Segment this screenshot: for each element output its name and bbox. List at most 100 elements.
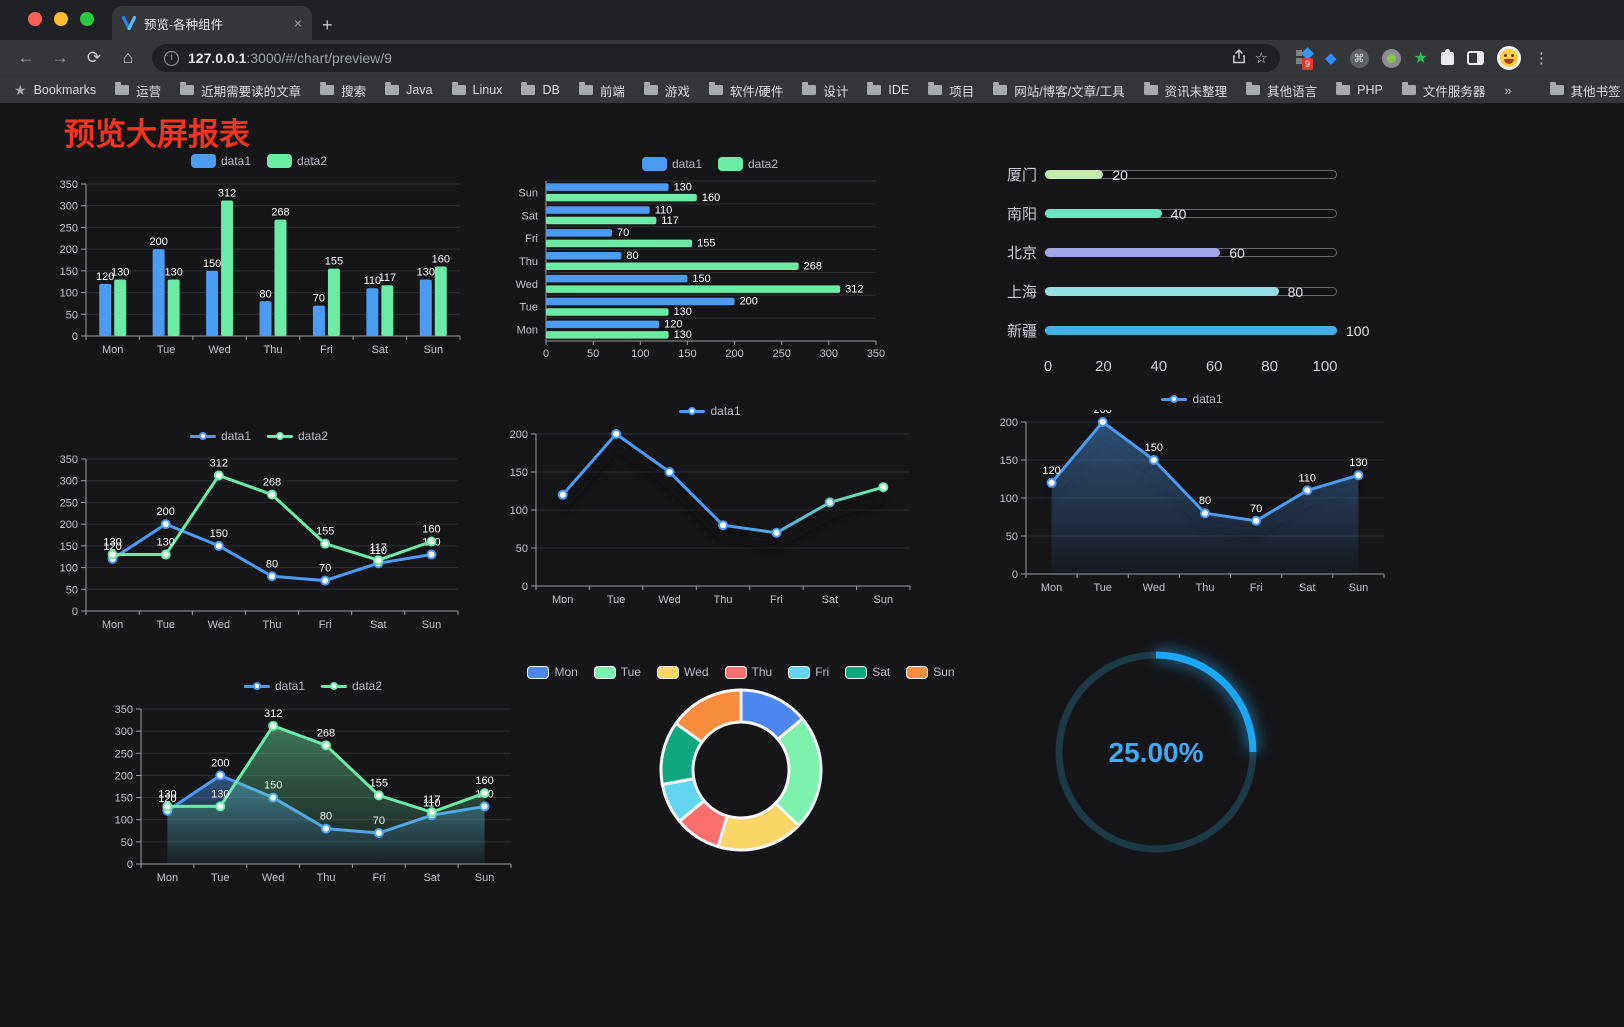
bookmarks-overflow-chevron[interactable]: » [1504,82,1512,98]
bookmark-folder-设计[interactable]: 设计 [802,81,848,100]
legend-item-Thu[interactable]: Thu [724,665,772,679]
legend-item-data2[interactable]: data2 [321,679,382,693]
bookmarks-manager-item[interactable]: ★ Bookmarks [14,82,96,99]
legend-item-data1[interactable]: data1 [641,157,702,171]
progress-row-南阳[interactable]: 南阳 40 [993,194,1398,233]
bookmark-folder-资讯未整理[interactable]: 资讯未整理 [1143,81,1227,100]
close-window-button[interactable] [28,12,42,26]
progress-row-厦门[interactable]: 厦门 20 [993,155,1398,194]
series-data1[interactable]: 120 200 150 80 70 110 130 [96,236,435,336]
chart-donut[interactable]: Mon Tue Wed Thu Fri Sat Sun [527,661,955,889]
bookmark-folder-游戏[interactable]: 游戏 [643,81,690,100]
chart-horizontal-bar[interactable]: data1 data2 0 50 100 150 200 250 300 350 Sun Sat Fri… [498,153,922,365]
series-data2-Thu[interactable]: 268 [546,261,822,273]
bookmark-folder-其他语言[interactable]: 其他语言 [1246,81,1317,100]
fullscreen-window-button[interactable] [80,12,94,26]
reload-button[interactable]: ⟳ [86,48,102,67]
series-data1-Tue[interactable]: 200 [546,296,758,308]
bar-horizontal-canvas[interactable]: 0 50 100 150 200 250 300 350 Sun Sat Fri Thu Wed Tue M… [498,175,922,365]
gem-extension-icon[interactable]: ◆ [1325,50,1337,67]
series-data2-Fri[interactable]: 155 [546,238,716,250]
legend-item-data1[interactable]: data1 [1161,392,1223,406]
chart-city-progress[interactable]: 厦门 20 南阳 40 北京 60 上海 80 新疆 100 0 20 40 60 80 100 [993,155,1398,385]
chart-line-area[interactable]: data1 0 50 100 150 200 Mon Tue Wed Thu Fri Sat Sun 12… [988,388,1396,600]
series-data2-Wed[interactable]: 312 [546,283,864,295]
site-info-icon[interactable]: i [164,50,179,66]
tab-manager-extension-icon[interactable]: 9 [1296,47,1314,70]
share-icon[interactable] [1232,48,1246,68]
series-data1-Thu[interactable]: 80 [546,250,639,262]
progress-row-新疆[interactable]: 新疆 100 [993,311,1398,350]
command-extension-icon[interactable]: ⌘ [1349,48,1369,68]
chart-grouped-bar[interactable]: data1 data2 0 50 100 150 200 250 300 350 Mon Tue Wed… [48,150,470,362]
bookmark-folder-Java[interactable]: Java [385,81,433,100]
chart-line-dual[interactable]: data1 data2 0 50 100 150 200 250 300 350 Mon Tue Wed… [48,425,470,637]
puzzle-extensions-icon[interactable] [1440,48,1454,65]
legend-item-data1[interactable]: data1 [243,679,305,693]
bookmark-folder-搜索[interactable]: 搜索 [320,81,366,100]
series-data2-Sun[interactable]: 160 [546,192,720,204]
series-data1-Sat[interactable]: 110 [546,204,672,216]
bookmark-star-icon[interactable]: ☆ [1254,50,1268,67]
back-button[interactable]: ← [17,48,35,67]
browser-menu-icon[interactable]: ⋮ [1533,50,1549,67]
series-data1[interactable] [1046,417,1364,574]
series-data2[interactable]: 130 130 312 268 155 117 160 [111,188,450,336]
series-data2-Tue[interactable]: 130 [546,306,692,318]
bookmark-folder-运营[interactable]: 运营 [115,81,161,100]
recorder-extension-icon[interactable] [1381,48,1401,68]
progress-row-北京[interactable]: 北京 60 [993,233,1398,272]
bookmark-folder-PHP[interactable]: PHP [1336,81,1383,100]
legend-item-data1[interactable]: data1 [189,429,251,443]
chart-gauge[interactable]: 25.00% [1020,631,1300,873]
legend-item-Sun[interactable]: Sun [906,665,955,679]
legend-item-data1[interactable]: data1 [679,404,741,418]
bar-vertical-canvas[interactable]: 0 50 100 150 200 250 300 350 Mon Tue Wed Thu Fri Sat S… [48,172,470,362]
series-data2-Sat[interactable]: 117 [546,215,679,227]
gauge-canvas[interactable]: 25.00% [1020,631,1300,873]
pie-slice-Sun[interactable] [674,688,743,744]
green-star-extension-icon[interactable]: ★ [1413,50,1428,67]
bookmark-folder-项目[interactable]: 项目 [928,81,974,100]
series-data1-Mon[interactable]: 120 [546,319,683,331]
profile-avatar[interactable] [1496,46,1521,70]
legend-item-Tue[interactable]: Tue [593,665,641,679]
bookmark-folder-近期需要读的文章[interactable]: 近期需要读的文章 [180,81,301,100]
series-data1-Fri[interactable]: 70 [546,227,629,239]
chart-line-dual-area[interactable]: data1 data2 0 50 100 150 200 250 300 350 Mon Tue Wed… [103,675,523,890]
series-data1[interactable] [557,429,889,550]
tab-close-icon[interactable]: × [293,15,302,31]
bookmark-folder-网站/博客/文章/工具[interactable]: 网站/博客/文章/工具 [993,81,1125,100]
series-data2-Mon[interactable]: 130 [546,329,692,341]
donut-canvas[interactable] [545,683,937,887]
legend-item-Sat[interactable]: Sat [845,665,890,679]
legend-item-data2[interactable]: data2 [718,157,778,171]
sidebar-toggle-icon[interactable] [1466,51,1484,65]
legend-item-data2[interactable]: data2 [267,429,328,443]
bookmark-folder-DB[interactable]: DB [521,81,560,100]
legend-item-data2[interactable]: data2 [267,154,327,168]
bookmark-folder-软件/硬件[interactable]: 软件/硬件 [708,81,783,100]
legend-item-Mon[interactable]: Mon [527,665,578,679]
browser-tab[interactable]: 预览-各种组件 × [112,6,312,40]
legend-item-data1[interactable]: data1 [190,154,251,168]
series-data2[interactable] [162,720,490,864]
line-gradient-canvas[interactable]: 0 50 100 150 200 Mon Tue Wed Thu Fri Sat Sun [498,422,922,612]
line-dual-canvas[interactable]: 0 50 100 150 200 250 300 350 Mon Tue Wed Thu Fri Sat S… [48,447,470,637]
series-data2[interactable] [107,470,437,566]
progress-row-上海[interactable]: 上海 80 [993,272,1398,311]
forward-button[interactable]: → [51,48,69,67]
legend-item-Wed[interactable]: Wed [657,665,709,679]
chart-line-gradient[interactable]: data1 0 50 100 150 200 Mon Tue Wed Thu Fri Sat Sun [498,400,922,612]
line-dual-area-canvas[interactable]: 0 50 100 150 200 250 300 350 Mon Tue Wed Thu Fri Sat S… [103,697,523,890]
series-data1-Sun[interactable]: 130 [546,181,692,193]
series-data1-Wed[interactable]: 150 [546,273,711,285]
home-button[interactable]: ⌂ [122,48,134,67]
bookmark-folder-文件服务器[interactable]: 文件服务器 [1401,81,1485,100]
other-bookmarks-item[interactable]: 其他书签 [1549,81,1621,100]
legend-item-Fri[interactable]: Fri [788,665,829,679]
address-bar[interactable]: i 127.0.0.1:3000/#/chart/preview/9 ☆ [152,44,1280,72]
new-tab-button[interactable]: + [322,15,333,35]
bookmark-folder-前端[interactable]: 前端 [578,81,625,100]
